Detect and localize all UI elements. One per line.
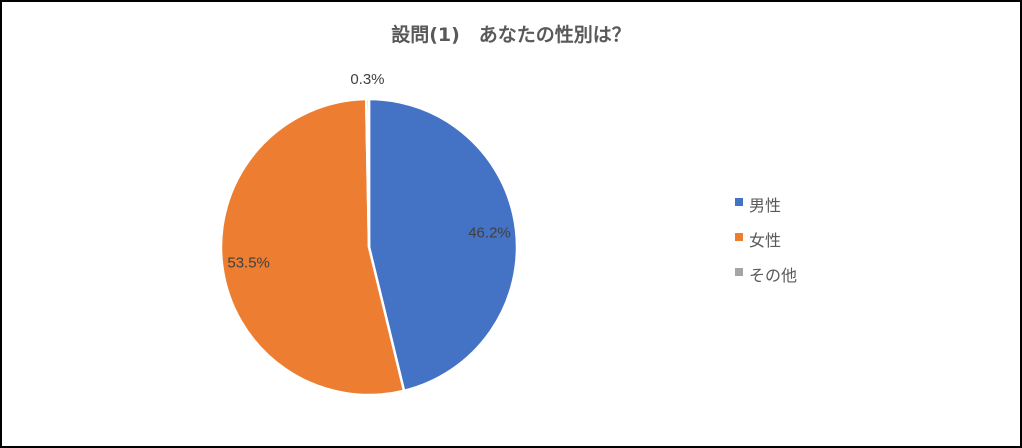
legend-item-male: 男性	[735, 192, 797, 227]
legend-label-female: 女性	[749, 231, 782, 250]
pie-slice-male	[367, 97, 519, 393]
legend-swatch-female	[735, 233, 743, 241]
chart-title: 設問(1) あなたの性別は？	[391, 24, 631, 46]
pie-slice-other	[364, 97, 371, 249]
data-label-male: 46.2%	[468, 225, 511, 242]
pie-slice-female	[219, 97, 406, 397]
data-label-female: 53.5%	[227, 255, 270, 272]
legend: 男性 女性 その他	[735, 192, 797, 297]
legend-item-female: 女性	[735, 227, 797, 262]
legend-swatch-male	[735, 198, 743, 206]
legend-label-male: 男性	[749, 196, 782, 215]
legend-item-other: その他	[735, 262, 797, 297]
legend-swatch-other	[735, 268, 743, 276]
legend-label-other: その他	[749, 266, 798, 285]
data-label-other: 0.3%	[350, 71, 384, 88]
